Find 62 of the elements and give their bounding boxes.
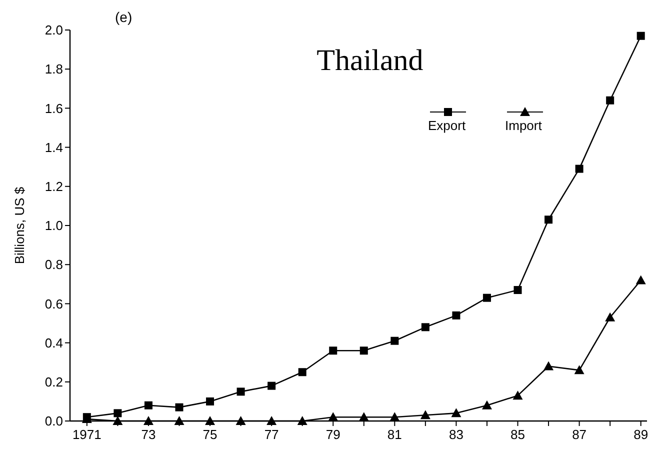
point	[268, 382, 276, 390]
point	[390, 412, 400, 422]
point	[358, 412, 369, 422]
point	[421, 323, 430, 332]
y-tick-label: 0.4	[44, 335, 63, 350]
point	[390, 336, 399, 345]
point	[452, 311, 460, 320]
point	[512, 390, 523, 400]
x-tick-label: 83	[448, 427, 464, 442]
y-tick-label: 1.0	[44, 218, 63, 234]
point	[605, 312, 616, 322]
point	[420, 410, 430, 420]
y-tick-label: 0.2	[44, 374, 63, 390]
point	[636, 275, 646, 284]
text: (e)	[115, 9, 132, 25]
point	[174, 416, 184, 425]
x-tick-label: 1971	[72, 427, 102, 442]
point	[575, 164, 584, 173]
point	[143, 416, 154, 425]
x-tick-label: 89	[634, 427, 648, 442]
y-tick-label: 0.8	[44, 257, 63, 272]
y-tick-label: 0.6	[44, 296, 63, 312]
x-tick-label: 81	[387, 427, 402, 442]
y-axis-title: Billions, US $	[12, 186, 27, 264]
y-tick-label: 1.4	[44, 140, 63, 155]
x-tick-label: 85	[510, 427, 525, 442]
point	[297, 416, 308, 425]
point	[360, 346, 368, 355]
point	[236, 388, 245, 396]
x-tick-label: 75	[202, 427, 218, 442]
y-tick-label: 0.0	[44, 414, 63, 429]
point	[114, 409, 122, 418]
point	[451, 408, 462, 418]
x-tick-label: 79	[326, 427, 340, 442]
point	[329, 346, 338, 355]
point	[482, 400, 492, 410]
x-tick-label: 73	[141, 427, 156, 442]
x-tick-label: 77	[264, 427, 279, 442]
point	[112, 416, 123, 425]
point	[205, 416, 216, 425]
point	[514, 286, 522, 294]
legend-label: Import	[505, 118, 542, 133]
text: Thailand	[316, 44, 424, 77]
legend-label: Export	[428, 118, 466, 133]
y-tick-label: 1.6	[44, 100, 63, 116]
point	[574, 365, 584, 374]
point	[636, 32, 645, 40]
point	[328, 412, 338, 422]
y-tick-label: 1.8	[44, 62, 63, 77]
y-tick-label: 2.0	[44, 22, 63, 38]
point	[144, 401, 152, 410]
x-tick-label: 87	[572, 427, 587, 442]
point	[482, 294, 491, 302]
point	[298, 368, 306, 376]
point	[606, 96, 614, 104]
point	[206, 397, 214, 406]
point	[544, 361, 554, 370]
point	[544, 216, 553, 224]
point	[175, 403, 184, 412]
point	[236, 416, 246, 425]
point	[266, 416, 277, 425]
y-tick-label: 1.2	[44, 178, 63, 194]
